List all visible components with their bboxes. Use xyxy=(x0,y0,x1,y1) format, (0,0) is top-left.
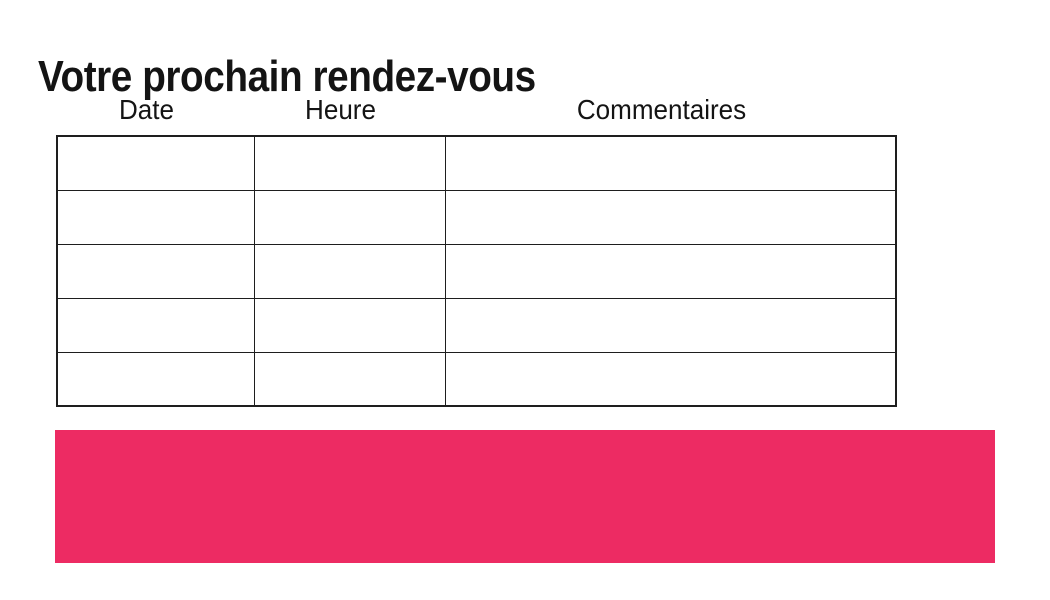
table-cell xyxy=(56,189,255,245)
table-row xyxy=(56,297,897,353)
table-cell xyxy=(56,297,255,353)
table-cell xyxy=(444,135,897,191)
table-cell xyxy=(253,189,446,245)
table-row xyxy=(56,135,897,191)
table-cell xyxy=(253,297,446,353)
column-header-date: Date xyxy=(118,94,175,125)
column-header-heure: Heure xyxy=(305,94,376,125)
table-header-row: Date Heure Commentaires xyxy=(48,94,887,126)
table-cell xyxy=(56,135,255,191)
table-cell xyxy=(253,135,446,191)
table-row xyxy=(56,351,897,407)
appointments-table-container xyxy=(56,135,897,407)
page-title: Votre prochain rendez-vous xyxy=(38,52,536,102)
table-row xyxy=(56,243,897,299)
table-cell xyxy=(253,351,446,407)
table-cell xyxy=(56,243,255,299)
table-cell xyxy=(444,297,897,353)
table-cell xyxy=(444,189,897,245)
appointments-table xyxy=(56,135,897,407)
column-header-commentaires: Commentaires xyxy=(576,94,747,125)
table-cell xyxy=(444,243,897,299)
pink-banner xyxy=(55,430,995,563)
table-cell xyxy=(444,351,897,407)
table-cell xyxy=(253,243,446,299)
table-row xyxy=(56,189,897,245)
table-cell xyxy=(56,351,255,407)
